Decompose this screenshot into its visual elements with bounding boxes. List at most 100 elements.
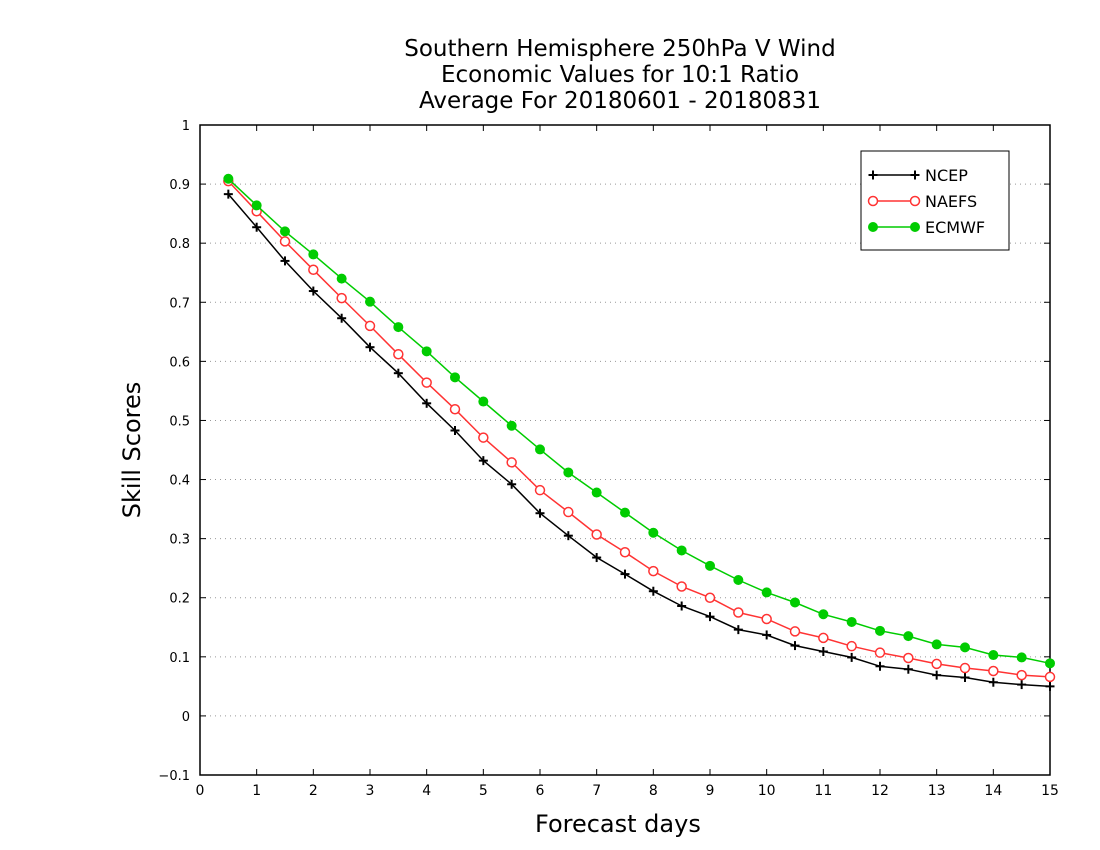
data-point (450, 426, 460, 435)
x-tick-label: 4 (422, 783, 431, 799)
data-point (252, 222, 262, 232)
legend: NCEP NAEFS ECMWF (860, 150, 1010, 251)
data-point (592, 553, 602, 563)
data-point (846, 640, 857, 652)
data-point (336, 273, 347, 284)
data-point (931, 639, 942, 650)
data-point (932, 670, 942, 680)
data-point (875, 625, 885, 636)
data-point (676, 545, 687, 556)
data-point (308, 286, 318, 296)
data-point (847, 652, 857, 662)
data-point (280, 256, 290, 266)
x-tick-label: 8 (649, 783, 658, 799)
data-point (868, 222, 878, 232)
x-axis-title: Forecast days (535, 810, 701, 838)
data-point (960, 673, 970, 682)
data-point (909, 195, 921, 207)
data-point (761, 613, 772, 625)
y-tick-label: −0.1 (158, 769, 190, 784)
data-point (620, 507, 630, 518)
data-point (535, 444, 545, 455)
data-point (620, 569, 630, 579)
data-point (534, 484, 546, 496)
data-point (988, 650, 999, 661)
data-point (959, 662, 971, 674)
data-point (846, 616, 857, 627)
data-point (422, 398, 432, 408)
data-point (910, 222, 920, 232)
y-tick-label: 0.2 (169, 592, 190, 607)
legend-label: NAEFS (925, 192, 977, 211)
data-point (789, 626, 801, 637)
x-tick-label: 5 (479, 783, 488, 799)
data-point (867, 195, 879, 207)
chart-title-line-3: Average For 20180601 - 20180831 (418, 88, 822, 114)
data-point (478, 432, 489, 443)
x-tick-label: 1 (252, 783, 261, 799)
data-point (393, 349, 404, 360)
chart-title-line-1: Southern Hemisphere 250hPa V Wind (404, 36, 836, 62)
x-tick-label: 2 (309, 783, 318, 799)
data-point (733, 625, 743, 635)
y-tick-label: 0.8 (169, 237, 190, 252)
y-tick-label: 1 (182, 119, 190, 134)
data-point (478, 456, 488, 466)
series-line (227, 178, 1051, 665)
x-tick-label: 14 (984, 783, 1002, 799)
data-point (563, 506, 574, 518)
data-point (705, 612, 715, 622)
y-tick-label: 0.7 (169, 296, 190, 311)
data-point (733, 575, 744, 585)
x-tick-label: 3 (366, 783, 375, 799)
data-point (223, 173, 234, 184)
y-tick-label: 0.5 (169, 414, 190, 429)
y-tick-label: 0 (182, 710, 190, 725)
data-point (449, 403, 461, 415)
series-ncep (223, 189, 1055, 691)
data-point (818, 632, 829, 644)
x-tick-label: 10 (758, 783, 776, 799)
data-point (1045, 658, 1055, 669)
data-point (478, 396, 489, 407)
y-tick-label: 0.9 (169, 178, 190, 193)
data-point (1016, 652, 1027, 663)
plot-frame (199, 124, 1051, 776)
data-point (223, 189, 233, 199)
data-point (988, 677, 998, 687)
data-point (648, 586, 658, 596)
axis-ticks: −0.100.10.20.30.40.50.60.70.80.910 1 2 3 4 5 6… (158, 119, 1058, 799)
data-point (421, 377, 432, 388)
x-tick-label: 15 (1041, 783, 1059, 799)
x-tick-label: 9 (706, 783, 715, 799)
data-point (874, 647, 886, 658)
data-point (818, 647, 828, 656)
data-point (762, 630, 772, 640)
data-point (364, 320, 376, 332)
data-point (903, 631, 914, 642)
x-tick-label: 0 (196, 783, 205, 799)
x-tick-label: 12 (871, 783, 889, 799)
data-point (988, 665, 999, 677)
data-point (450, 372, 460, 383)
data-point (280, 226, 290, 237)
x-tick-label: 13 (928, 783, 946, 799)
data-point (393, 322, 404, 333)
data-point (903, 652, 914, 664)
data-point (705, 560, 715, 571)
series-ecmwf (223, 173, 1055, 669)
data-point (868, 170, 878, 180)
data-point (903, 664, 913, 674)
data-point (790, 597, 800, 608)
y-tick-label: 0.1 (169, 651, 190, 666)
data-point (279, 236, 291, 247)
data-point (960, 642, 970, 653)
series-line (227, 180, 1051, 678)
data-point (1044, 671, 1056, 683)
series-naefs (223, 175, 1056, 683)
data-point (336, 292, 347, 304)
data-point (676, 581, 687, 592)
data-point (648, 565, 659, 577)
data-point (910, 170, 920, 180)
data-point (421, 346, 432, 357)
